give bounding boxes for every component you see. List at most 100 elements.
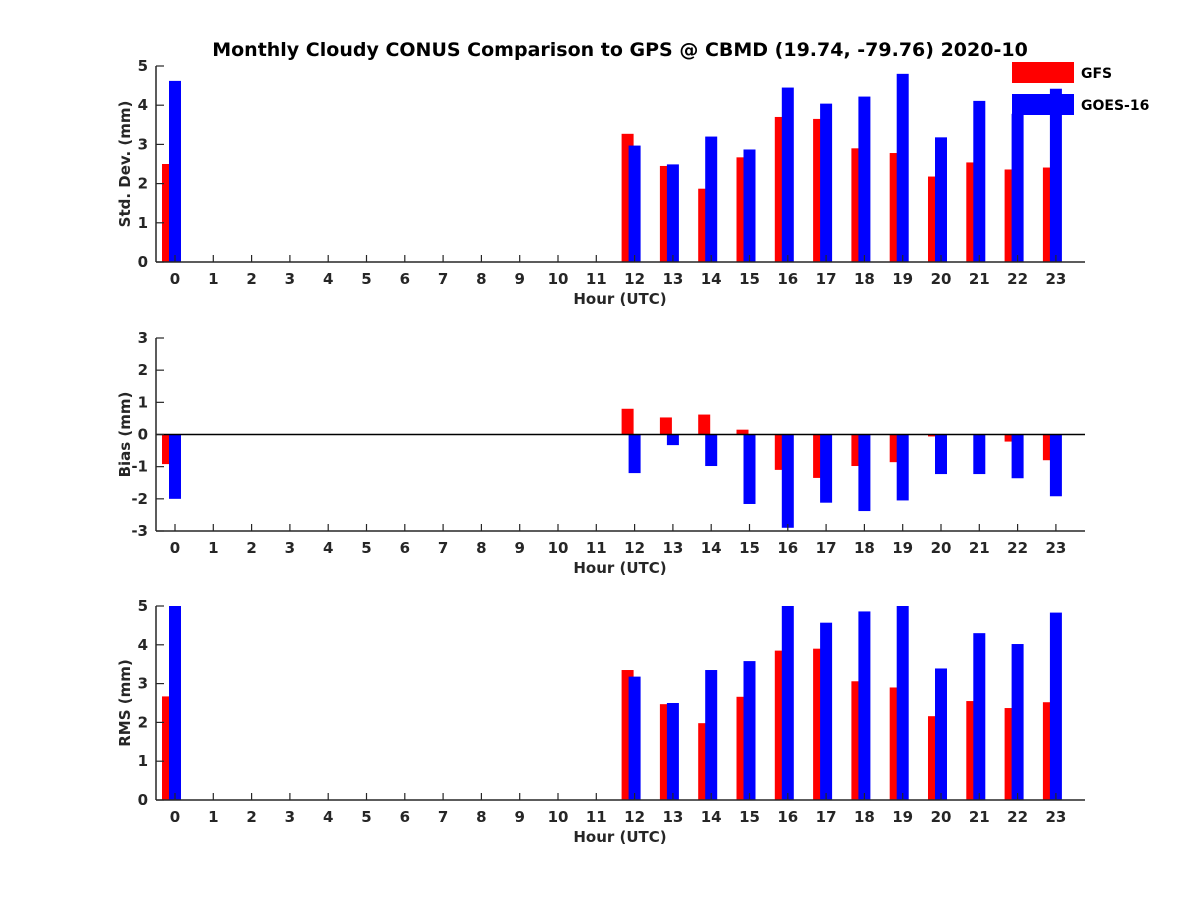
x-tick-label-rms: 16 (777, 808, 798, 826)
x-tick-label-bias: 22 (1007, 539, 1028, 557)
y-tick-label-bias: 3 (138, 329, 148, 347)
x-tick-label-std: 19 (892, 270, 913, 288)
y-axis-label-std: Std. Dev. (mm) (116, 101, 134, 228)
x-tick-label-bias: 12 (624, 539, 645, 557)
y-tick-label-bias: 0 (138, 426, 148, 444)
x-tick-label-rms: 17 (816, 808, 837, 826)
x-tick-label-std: 21 (969, 270, 990, 288)
bar-rms-goes-16-13 (666, 703, 679, 800)
bar-rms-goes-16-14 (705, 670, 718, 800)
x-tick-label-rms: 9 (514, 808, 524, 826)
y-tick-label-bias: 2 (138, 361, 148, 379)
bar-rms-goes-16-22 (1011, 644, 1024, 800)
bar-std-goes-16-13 (666, 164, 679, 262)
x-tick-label-bias: 3 (285, 539, 295, 557)
bar-bias-goes-16-23 (1049, 434, 1062, 497)
bar-std-goes-16-19 (896, 73, 909, 262)
x-tick-label-std: 10 (548, 270, 569, 288)
legend-label-goes-16: GOES-16 (1081, 98, 1149, 114)
x-tick-label-rms: 0 (170, 808, 180, 826)
y-tick-label-bias: 1 (138, 393, 148, 411)
bar-std-goes-16-21 (973, 100, 986, 262)
x-tick-label-std: 2 (246, 270, 256, 288)
x-tick-label-rms: 8 (476, 808, 486, 826)
bar-bias-gfs-14 (698, 414, 711, 435)
y-axis-label-bias: Bias (mm) (116, 392, 134, 478)
y-tick-label-bias: -2 (131, 490, 148, 508)
bar-std-goes-16-12 (628, 145, 641, 262)
y-tick-label-std: 4 (138, 96, 148, 114)
bar-std-goes-16-20 (935, 137, 947, 262)
x-tick-label-bias: 14 (701, 539, 722, 557)
bar-bias-gfs-13 (659, 417, 672, 435)
x-tick-label-std: 11 (586, 270, 607, 288)
legend-swatch-gfs (1012, 62, 1074, 83)
x-tick-label-std: 3 (285, 270, 295, 288)
x-tick-label-rms: 5 (361, 808, 371, 826)
x-tick-label-std: 9 (514, 270, 524, 288)
x-tick-label-bias: 10 (548, 539, 569, 557)
x-tick-label-rms: 1 (208, 808, 218, 826)
bar-std-goes-16-22 (1011, 113, 1024, 262)
x-tick-label-rms: 6 (400, 808, 410, 826)
x-tick-label-bias: 4 (323, 539, 333, 557)
x-tick-label-bias: 0 (170, 539, 180, 557)
y-tick-label-bias: -3 (131, 522, 148, 540)
x-tick-label-bias: 5 (361, 539, 371, 557)
x-tick-label-rms: 11 (586, 808, 607, 826)
x-tick-label-rms: 14 (701, 808, 722, 826)
bar-bias-goes-16-17 (820, 434, 833, 503)
bar-bias-goes-16-19 (896, 434, 909, 501)
x-tick-label-bias: 7 (438, 539, 448, 557)
bar-bias-goes-16-20 (935, 434, 947, 475)
x-tick-label-bias: 9 (514, 539, 524, 557)
x-tick-label-std: 16 (777, 270, 798, 288)
x-tick-label-bias: 13 (662, 539, 683, 557)
bar-rms-goes-16-19 (896, 606, 909, 800)
x-tick-label-rms: 13 (662, 808, 683, 826)
bar-rms-goes-16-12 (628, 676, 641, 800)
bar-bias-goes-16-0 (169, 434, 181, 499)
x-axis-label-bias: Hour (UTC) (573, 559, 666, 577)
y-tick-label-rms: 4 (138, 636, 148, 654)
x-tick-label-rms: 23 (1045, 808, 1066, 826)
x-tick-label-bias: 8 (476, 539, 486, 557)
y-tick-label-std: 5 (138, 57, 148, 75)
x-tick-label-rms: 12 (624, 808, 645, 826)
bar-rms-goes-16-16 (781, 606, 794, 800)
bar-bias-goes-16-14 (705, 434, 718, 467)
bar-std-goes-16-17 (820, 103, 833, 263)
bar-bias-goes-16-12 (628, 434, 641, 474)
bar-rms-goes-16-20 (935, 668, 947, 800)
chart-title: Monthly Cloudy CONUS Comparison to GPS @… (212, 39, 1028, 61)
y-tick-label-std: 3 (138, 135, 148, 153)
x-tick-label-std: 8 (476, 270, 486, 288)
x-tick-label-std: 18 (854, 270, 875, 288)
y-tick-label-std: 0 (138, 253, 148, 271)
x-tick-label-bias: 18 (854, 539, 875, 557)
bar-std-goes-16-23 (1049, 88, 1062, 263)
x-tick-label-bias: 20 (931, 539, 952, 557)
legend: GFS GOES-16 (1012, 62, 1149, 115)
y-tick-label-rms: 3 (138, 675, 148, 693)
bar-std-goes-16-16 (781, 87, 794, 262)
x-tick-label-std: 5 (361, 270, 371, 288)
x-tick-label-rms: 3 (285, 808, 295, 826)
bar-bias-gfs-12 (621, 408, 634, 435)
x-tick-label-rms: 4 (323, 808, 333, 826)
x-tick-label-std: 14 (701, 270, 722, 288)
x-tick-label-rms: 15 (739, 808, 760, 826)
bar-bias-goes-16-21 (973, 434, 986, 475)
x-tick-label-rms: 7 (438, 808, 448, 826)
x-tick-label-std: 13 (662, 270, 683, 288)
x-tick-label-bias: 21 (969, 539, 990, 557)
x-tick-label-rms: 18 (854, 808, 875, 826)
x-tick-label-rms: 10 (548, 808, 569, 826)
x-tick-label-rms: 22 (1007, 808, 1028, 826)
bar-bias-goes-16-18 (858, 434, 871, 512)
x-tick-label-std: 6 (400, 270, 410, 288)
